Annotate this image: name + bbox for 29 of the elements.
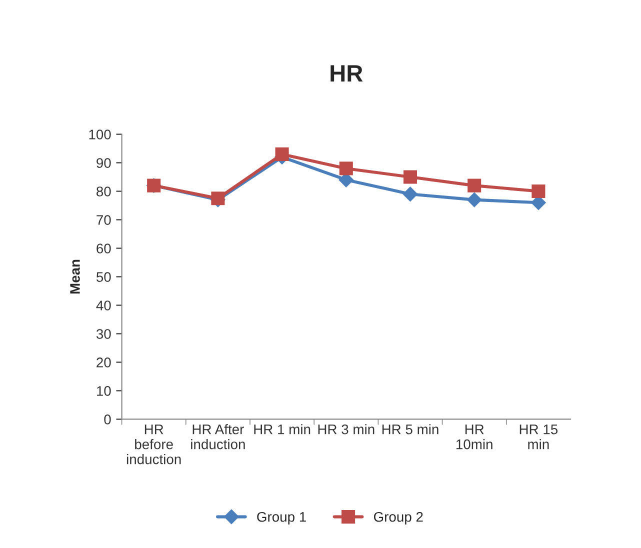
y-tick-label: 10 — [96, 386, 111, 396]
legend-label: Group 2 — [374, 512, 423, 525]
y-tick-label: 40 — [96, 300, 111, 310]
x-tick-label: HR 5 min — [382, 424, 438, 434]
y-axis-title: Mean — [70, 260, 80, 294]
y-tick-label: 0 — [104, 414, 111, 424]
point — [468, 178, 482, 192]
x-tick-label: HR 15 min — [520, 424, 558, 450]
point — [275, 147, 289, 161]
x-tick-label: HR 3 min — [318, 424, 374, 434]
x-tick-label: HR 10min — [456, 424, 492, 450]
y-tick-label: 80 — [96, 186, 111, 196]
y-tick-label: 100 — [89, 130, 111, 140]
y-tick-label: 30 — [96, 329, 111, 339]
x-tick-label: HR 1 min — [254, 424, 310, 434]
legend-label: Group 1 — [257, 512, 306, 525]
point — [402, 186, 418, 202]
point — [532, 184, 546, 198]
chart-title: HR — [330, 65, 363, 82]
y-tick-label: 70 — [96, 215, 111, 225]
y-tick-label: 50 — [96, 272, 111, 282]
point — [403, 170, 418, 184]
point — [339, 162, 353, 176]
x-tick-label: HR After induction — [191, 424, 245, 450]
y-tick-label: 90 — [96, 158, 111, 168]
point — [466, 192, 482, 208]
x-tick-label: HR before induction — [126, 424, 181, 464]
y-tick-label: 60 — [96, 244, 111, 254]
y-tick-label: 20 — [96, 358, 111, 368]
